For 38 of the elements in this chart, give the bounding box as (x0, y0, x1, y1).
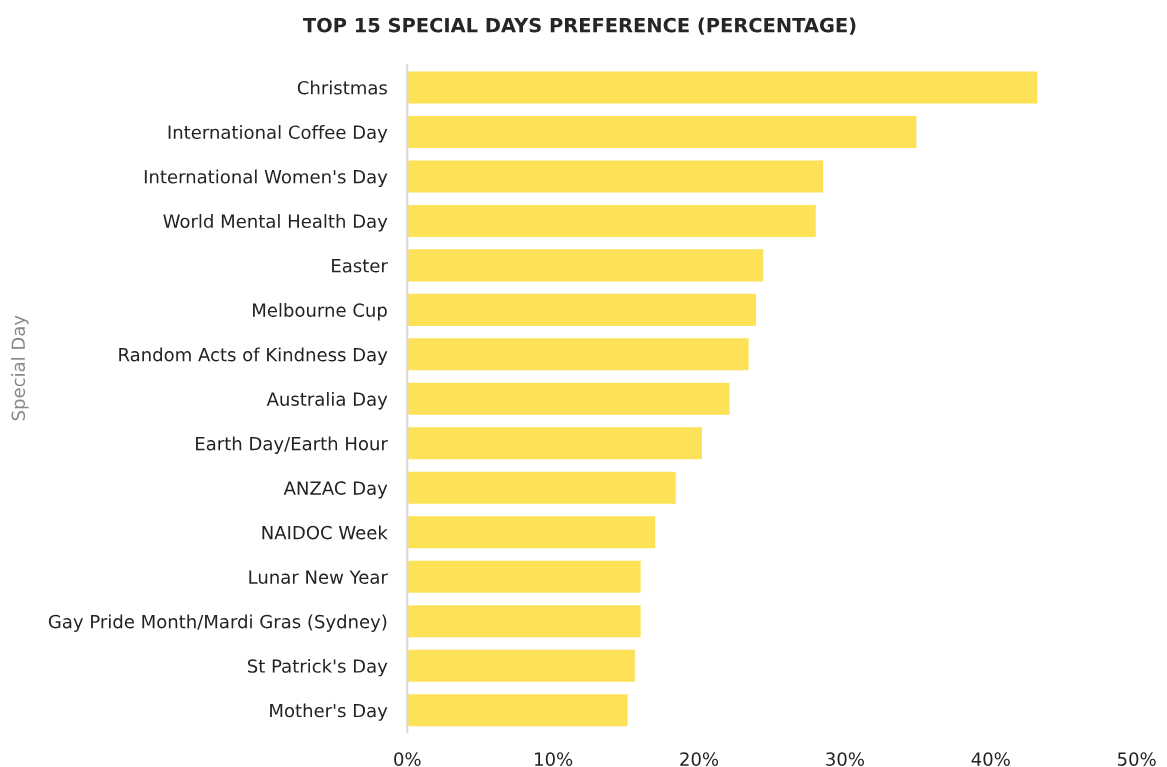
x-tick-label: 0% (394, 752, 421, 766)
y-axis-title: Special Day (11, 315, 29, 421)
bar (407, 293, 756, 326)
bar (407, 516, 656, 549)
bar (407, 605, 641, 638)
y-tick-label: Gay Pride Month/Mardi Gras (Sydney) (48, 614, 387, 632)
x-tick-label: 20% (680, 752, 719, 766)
bar (407, 471, 676, 504)
x-tick-label: 50% (1117, 752, 1156, 766)
bar (407, 338, 749, 371)
bar (407, 160, 824, 193)
y-tick-label: Christmas (297, 80, 387, 95)
y-tick-label: Australia Day (266, 391, 388, 410)
y-tick-label: International Women's Day (144, 169, 388, 188)
y-tick-label: ANZAC Day (283, 481, 388, 499)
y-tick-label: Earth Day/Earth Hour (196, 436, 388, 454)
bar (407, 694, 628, 727)
chart-title: TOP 15 SPECIAL DAYS PREFERENCE (PERCENTAGE) (303, 17, 856, 35)
bar (407, 649, 635, 682)
bar (407, 249, 764, 282)
y-tick-label: NAIDOC Week (262, 525, 388, 540)
y-tick-label: St Patrick's Day (247, 658, 388, 677)
y-tick-label: Easter (332, 259, 388, 273)
x-tick-label: 40% (971, 752, 1010, 766)
bar (407, 560, 641, 593)
y-tick-label: World Mental Health Day (163, 214, 388, 232)
y-tick-label: Lunar New Year (249, 570, 388, 584)
x-tick-label: 10% (535, 752, 573, 766)
bar (407, 382, 730, 415)
y-tick-label: International Coffee Day (168, 125, 388, 143)
bar (407, 71, 1038, 104)
x-tick-label: 30% (826, 752, 864, 766)
bar (407, 115, 917, 148)
y-tick-label: Random Acts of Kindness Day (119, 347, 388, 365)
y-tick-label: Melbourne Cup (253, 303, 387, 321)
bar (407, 204, 816, 237)
y-tick-label: Mother's Day (270, 703, 388, 721)
bar (407, 427, 702, 460)
